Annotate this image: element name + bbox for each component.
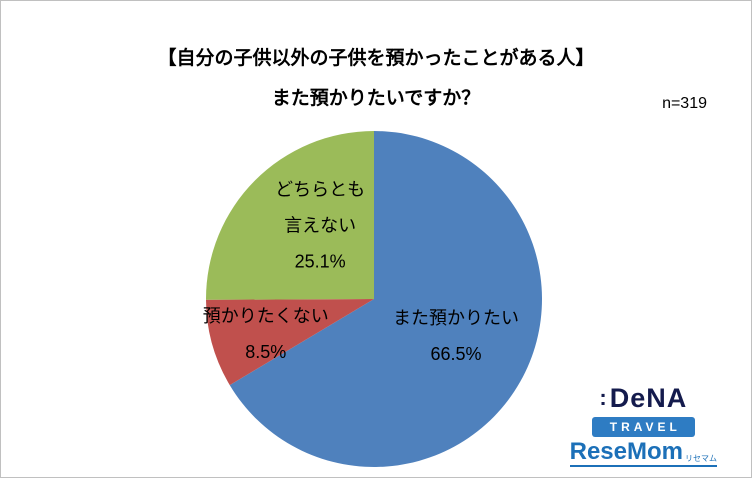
- pie-slice-0-label-line: また預かりたい: [393, 308, 519, 328]
- dena-travel-badge: TRAVEL: [591, 417, 695, 437]
- chart-title-line2: また預かりたいですか？: [271, 88, 481, 109]
- resemom-logo-text: ReseMom: [569, 438, 683, 465]
- chart-title-line1: 【自分の子供以外の子供を預かったことがある人】: [157, 48, 595, 69]
- pie-slice-0-label-line: 66.5%: [430, 344, 481, 364]
- pie-slice-2-label-line: どちらとも: [275, 179, 365, 199]
- chart-title: 【自分の子供以外の子供を預かったことがある人】 また預かりたいですか？: [1, 39, 751, 119]
- pie-slice-0: [229, 131, 542, 468]
- pie-slice-2-label-line: 25.1%: [295, 251, 346, 271]
- pie-slice-1-label-line: 預かりたくない: [203, 306, 329, 326]
- logo-block: : DeNA TRAVEL ReseMom リセマム: [569, 383, 717, 467]
- pie-slice-2-label-line: 言えない: [284, 215, 356, 235]
- dena-colon-mark: :: [599, 385, 608, 410]
- pie-slice-2: [205, 131, 374, 300]
- dena-logo-text: DeNA: [609, 383, 688, 413]
- dena-logo: : DeNA: [599, 383, 687, 413]
- resemom-logo: ReseMom リセマム: [569, 438, 717, 467]
- resemom-kana-text: リセマム: [685, 454, 717, 463]
- pie-slice-1-label-line: 8.5%: [245, 342, 286, 362]
- sample-size-label: n=319: [662, 95, 707, 112]
- pie-slice-1: [206, 299, 374, 386]
